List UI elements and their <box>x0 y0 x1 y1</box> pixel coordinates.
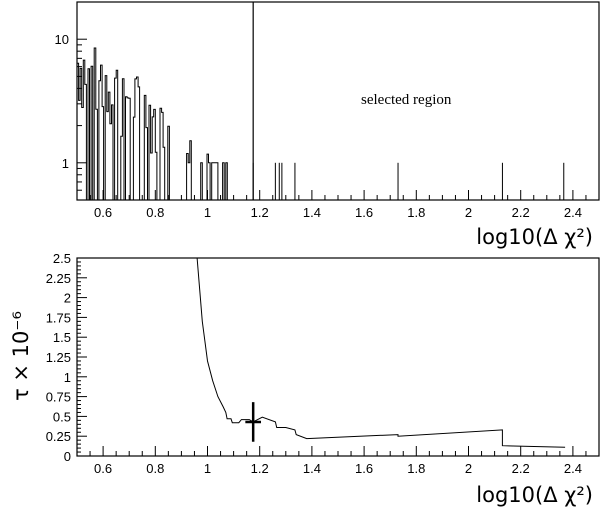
top-x-tick-label: 1.2 <box>251 205 269 220</box>
top-x-tick-label: 1 <box>204 205 211 220</box>
bottom-y-ticks: 0 0.25 0.5 0.75 1 1.25 1.5 1.75 2 2.25 2.5 <box>46 251 87 464</box>
bottom-x-tick-label: 1.4 <box>303 461 321 476</box>
top-x-axis-label: log10(Δ χ²) <box>476 225 593 249</box>
top-plot-frame <box>76 1 600 201</box>
top-histogram <box>76 47 565 201</box>
top-x-tick-label: 2.2 <box>512 205 530 220</box>
top-x-tick-label: 1.8 <box>407 205 425 220</box>
bottom-y-tick-label: 1.5 <box>53 330 71 345</box>
selected-region-annotation: selected region <box>361 92 452 108</box>
top-x-tick-label: 1.6 <box>355 205 373 220</box>
top-x-tick-label: 1.4 <box>303 205 321 220</box>
top-x-tick-label: 2.4 <box>564 205 582 220</box>
top-x-tick-label: 2 <box>465 205 472 220</box>
bottom-y-tick-label: 2 <box>64 291 71 306</box>
top-panel: 0.6 0.8 1 1.2 1.4 1.6 1.8 2 2.2 2.4 1 10 selected … <box>55 1 600 249</box>
top-y-ticks: 1 10 <box>55 1 87 201</box>
bottom-y-tick-label: 0 <box>64 449 71 464</box>
tau-curve <box>196 257 566 448</box>
bottom-y-tick-label: 2.5 <box>53 251 71 266</box>
bottom-x-ticks: 0.6 0.8 1 1.2 1.4 1.6 1.8 2 2.2 2.4 <box>76 446 600 476</box>
bottom-y-tick-label: 1 <box>64 370 71 385</box>
top-x-tick-label: 0.8 <box>146 205 164 220</box>
bottom-y-tick-label: 1.25 <box>46 350 71 365</box>
bottom-y-axis-label: τ × 10⁻⁶ <box>9 311 33 401</box>
bottom-x-tick-label: 2 <box>465 461 472 476</box>
bottom-x-axis-label: log10(Δ χ²) <box>476 483 593 507</box>
bottom-x-tick-label: 1.2 <box>251 461 269 476</box>
bottom-y-tick-label: 0.75 <box>46 390 71 405</box>
top-y-tick-label: 1 <box>62 156 69 171</box>
bottom-x-tick-label: 1 <box>204 461 211 476</box>
bottom-y-tick-label: 2.25 <box>46 271 71 286</box>
bottom-y-tick-label: 0.5 <box>53 409 71 424</box>
bottom-y-tick-label: 1.75 <box>46 310 71 325</box>
bottom-y-tick-label: 0.25 <box>46 429 71 444</box>
bottom-x-tick-label: 1.6 <box>355 461 373 476</box>
bottom-x-tick-label: 1.8 <box>407 461 425 476</box>
top-x-ticks: 0.6 0.8 1 1.2 1.4 1.6 1.8 2 2.2 2.4 <box>76 190 600 220</box>
histogram-dense-bins <box>76 47 229 201</box>
bottom-plot-frame <box>76 257 600 457</box>
bottom-x-tick-label: 2.4 <box>564 461 582 476</box>
bottom-panel: 0.6 0.8 1 1.2 1.4 1.6 1.8 2 2.2 2.4 0 0.25 0.5 0.75 1… <box>9 251 600 507</box>
selection-marker <box>245 402 262 442</box>
bottom-x-tick-label: 0.6 <box>94 461 112 476</box>
bottom-x-tick-label: 2.2 <box>512 461 530 476</box>
bottom-x-tick-label: 0.8 <box>146 461 164 476</box>
top-y-tick-label: 10 <box>55 32 69 47</box>
top-x-tick-label: 0.6 <box>94 205 112 220</box>
